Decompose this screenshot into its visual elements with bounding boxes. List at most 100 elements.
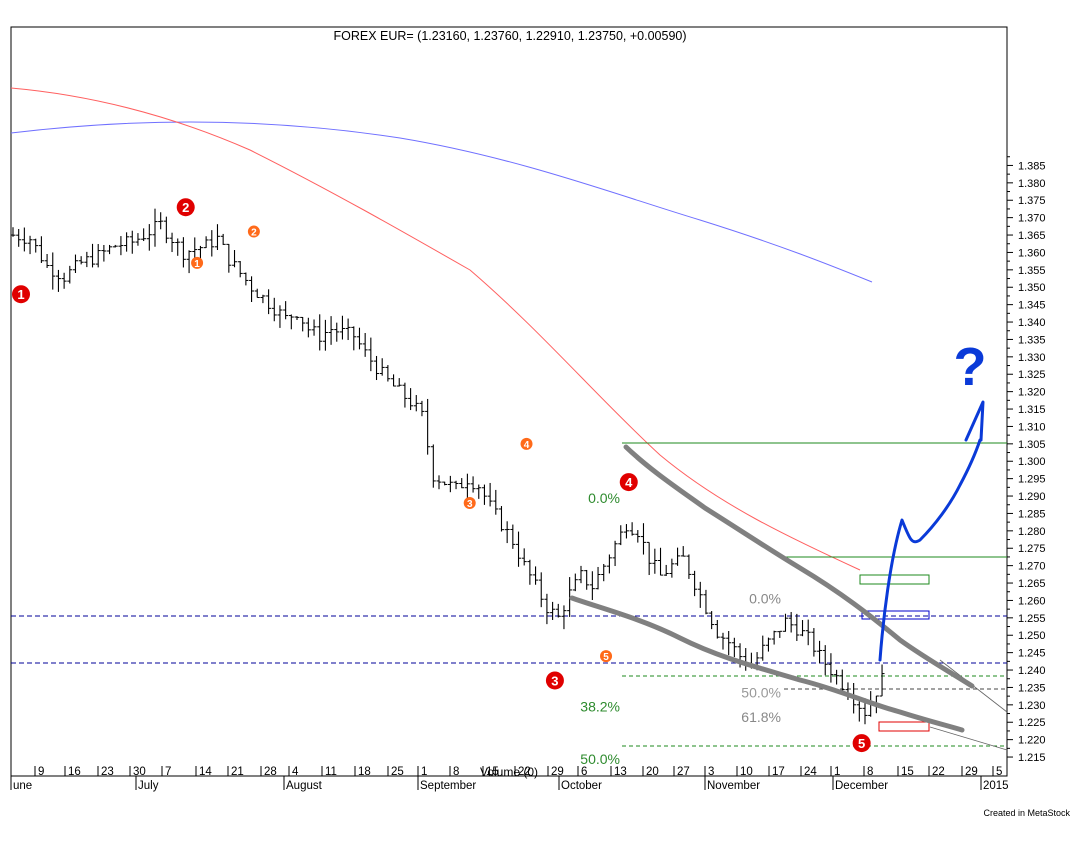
x-tick-label: 4 <box>292 766 299 778</box>
x-month-label: October <box>561 780 602 792</box>
wave-marker <box>191 256 204 269</box>
x-tick-label: 15 <box>486 766 499 778</box>
x-tick-label: 27 <box>677 766 690 778</box>
x-tick-label: 17 <box>772 766 785 778</box>
x-axis: 9 16 23 30 7 14 21 28 4 11 18 25 1 8 15 22 29 6 13 20 27 3 10 1… <box>10 766 1009 792</box>
x-month-label: November <box>707 780 760 792</box>
wave-labels: 1 2 3 4 5 1 2 3 4 5 <box>12 198 871 753</box>
x-tick-label: 18 <box>358 766 371 778</box>
moving-average-long <box>10 121 873 283</box>
x-tick-label: 13 <box>614 766 627 778</box>
y-tick-label: 1.350 <box>1018 282 1046 294</box>
y-tick-label: 1.340 <box>1018 317 1046 329</box>
fib-label: 50.0% <box>580 751 620 767</box>
wave-label: 1 <box>194 259 200 270</box>
x-tick-label: 1 <box>421 766 427 778</box>
fib-labels: 0.0% 38.2% 50.0% 0.0% 50.0% 61.8% <box>580 490 781 767</box>
volume-label: Volume (0) <box>480 765 538 779</box>
fib-label: 0.0% <box>588 490 620 506</box>
y-tick-label: 1.235 <box>1018 682 1046 694</box>
y-tick-label: 1.280 <box>1018 526 1046 538</box>
y-axis: 1.215 1.220 1.225 1.230 1.235 1.240 1.245 1.250… <box>1007 156 1046 764</box>
wave-marker <box>176 198 195 217</box>
y-tick-label: 1.295 <box>1018 474 1046 486</box>
wave-marker <box>520 437 533 450</box>
y-tick-label: 1.355 <box>1018 265 1046 277</box>
x-tick-label: 5 <box>996 766 1002 778</box>
wave-marker <box>600 650 613 663</box>
x-tick-label: 16 <box>68 766 81 778</box>
projection-arrow <box>878 438 982 662</box>
y-tick-label: 1.330 <box>1018 352 1046 364</box>
wave-marker <box>463 497 476 509</box>
y-tick-label: 1.220 <box>1018 735 1046 747</box>
wave-label: 1 <box>17 287 24 302</box>
x-tick-label: 14 <box>199 766 212 778</box>
wave-label: 2 <box>251 228 257 239</box>
x-tick-label: 8 <box>453 766 459 778</box>
y-tick-label: 1.380 <box>1018 178 1046 190</box>
projection-arrowhead <box>964 400 985 442</box>
x-tick-label: 8 <box>867 766 873 778</box>
x-month-label: December <box>835 780 888 792</box>
y-tick-label: 1.215 <box>1018 752 1046 764</box>
y-tick-label: 1.315 <box>1018 404 1046 416</box>
y-tick-label: 1.370 <box>1018 213 1046 225</box>
y-tick-label: 1.290 <box>1018 491 1046 503</box>
target-box-green <box>859 574 930 585</box>
x-tick-label: 15 <box>901 766 914 778</box>
wave-label: 5 <box>858 736 865 751</box>
y-tick-label: 1.270 <box>1018 561 1046 573</box>
y-tick-label: 1.285 <box>1018 508 1046 520</box>
y-tick-label: 1.265 <box>1018 578 1046 590</box>
wave-marker <box>247 225 260 238</box>
x-tick-label: 30 <box>133 766 146 778</box>
x-tick-label: 3 <box>708 766 714 778</box>
target-box-red <box>878 721 930 732</box>
wave-label: 2 <box>182 200 189 215</box>
x-tick-label: 29 <box>551 766 564 778</box>
x-month-label: 2015 <box>983 780 1009 792</box>
x-tick-label: 24 <box>804 766 817 778</box>
y-tick-label: 1.260 <box>1018 595 1046 607</box>
y-tick-label: 1.225 <box>1018 717 1046 729</box>
plot-frame <box>10 26 1008 777</box>
x-tick-label: 6 <box>581 766 587 778</box>
x-month-label: September <box>420 780 476 792</box>
x-tick-label: 11 <box>325 766 337 778</box>
y-tick-label: 1.300 <box>1018 456 1046 468</box>
x-tick-label: 21 <box>231 766 244 778</box>
x-tick-label: 25 <box>391 766 404 778</box>
channel-upper <box>623 444 975 689</box>
y-tick-label: 1.310 <box>1018 421 1046 433</box>
x-tick-label: 10 <box>740 766 753 778</box>
y-tick-label: 1.385 <box>1018 160 1046 172</box>
credit-label: Created in MetaStock <box>983 808 1070 818</box>
x-tick-label: 9 <box>38 766 44 778</box>
wave-label: 4 <box>625 475 633 490</box>
wave-marker <box>852 734 871 753</box>
x-tick-label: 22 <box>518 766 531 778</box>
y-tick-label: 1.305 <box>1018 439 1046 451</box>
y-tick-label: 1.345 <box>1018 300 1046 312</box>
y-tick-label: 1.250 <box>1018 630 1046 642</box>
target-box-blue <box>861 610 930 620</box>
wave-label: 3 <box>551 673 558 688</box>
x-tick-label: 7 <box>165 766 171 778</box>
x-tick-label: 20 <box>646 766 659 778</box>
question-mark: ? <box>954 337 987 397</box>
y-tick-label: 1.320 <box>1018 387 1046 399</box>
y-tick-label: 1.275 <box>1018 543 1046 555</box>
x-tick-label: 1 <box>834 766 840 778</box>
y-tick-label: 1.240 <box>1018 665 1046 677</box>
price-bars <box>10 208 885 725</box>
fib-label: 0.0% <box>749 591 781 607</box>
x-tick-label: 29 <box>965 766 978 778</box>
wave-label: 5 <box>603 652 609 663</box>
fib-label: 50.0% <box>741 685 781 701</box>
x-tick-label: 28 <box>264 766 277 778</box>
channel-lower <box>569 595 965 733</box>
y-tick-label: 1.360 <box>1018 247 1046 259</box>
x-month-label: une <box>13 780 32 792</box>
y-tick-label: 1.230 <box>1018 700 1046 712</box>
